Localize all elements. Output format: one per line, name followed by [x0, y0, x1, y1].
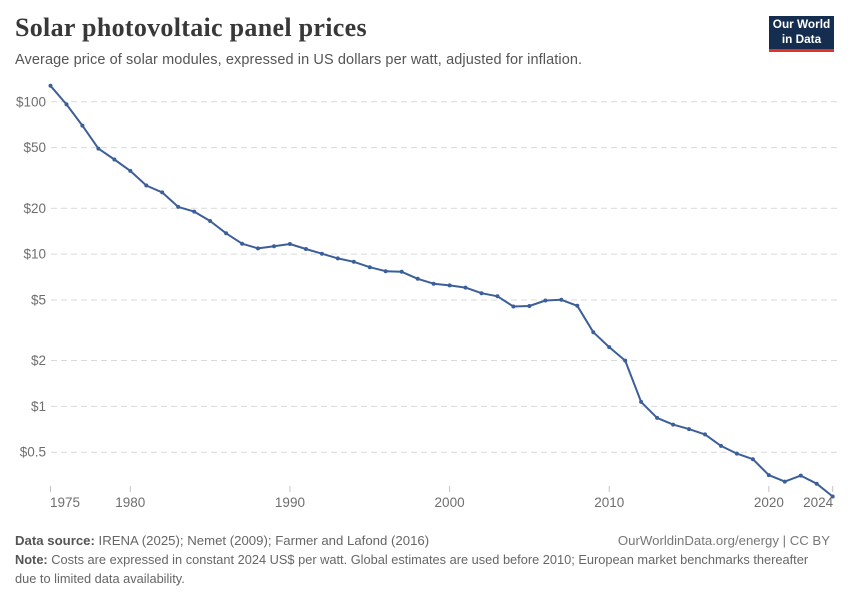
data-point-marker[interactable]: [224, 231, 229, 236]
data-point-marker[interactable]: [543, 298, 548, 303]
data-point-marker[interactable]: [782, 479, 787, 484]
x-axis-tick-label: 2010: [594, 495, 624, 510]
owid-logo-line1: Our World: [772, 17, 831, 31]
data-point-marker[interactable]: [351, 259, 356, 264]
data-point-marker[interactable]: [687, 427, 691, 432]
chart-title: Solar photovoltaic panel prices: [15, 13, 367, 42]
data-point-marker[interactable]: [671, 422, 676, 427]
data-point-marker[interactable]: [479, 291, 484, 296]
owid-logo[interactable]: Our World in Data: [769, 16, 834, 52]
data-point-marker[interactable]: [399, 269, 404, 274]
data-point-marker[interactable]: [495, 294, 500, 299]
x-axis-tick-label: 2000: [435, 495, 465, 510]
data-point-marker[interactable]: [591, 330, 596, 335]
data-point-marker[interactable]: [655, 415, 660, 420]
data-source-text: IRENA (2025); Nemet (2009); Farmer and L…: [94, 533, 430, 548]
data-source-line: Data source: IRENA (2025); Nemet (2009);…: [15, 531, 429, 550]
note-label: Note:: [15, 552, 48, 567]
y-axis-tick-label: $50: [23, 140, 46, 155]
data-point-marker[interactable]: [607, 345, 612, 350]
data-point-marker[interactable]: [192, 209, 197, 214]
data-point-marker[interactable]: [287, 242, 292, 246]
price-line-series[interactable]: [49, 84, 834, 498]
data-point-marker[interactable]: [415, 276, 420, 281]
chart-subtitle: Average price of solar modules, expresse…: [15, 52, 583, 68]
x-axis-tick-label: 1990: [275, 495, 305, 510]
data-point-marker[interactable]: [527, 304, 532, 308]
data-point-marker[interactable]: [48, 83, 53, 88]
y-axis-tick-label: $10: [23, 247, 46, 262]
data-point-marker[interactable]: [303, 247, 308, 251]
x-axis-tick-label: 1980: [115, 495, 145, 510]
x-axis-tick-label: 2020: [754, 495, 784, 510]
data-point-marker[interactable]: [511, 304, 516, 309]
data-point-marker[interactable]: [463, 285, 468, 290]
data-point-marker[interactable]: [639, 399, 644, 404]
chart-note: Note: Costs are expressed in constant 20…: [15, 550, 815, 588]
x-axis-tick-label: 2024: [803, 495, 834, 510]
data-point-marker[interactable]: [144, 183, 149, 188]
y-axis-tick-label: $100: [16, 94, 46, 109]
data-point-marker[interactable]: [814, 481, 819, 486]
owid-link[interactable]: OurWorldinData.org/energy | CC BY: [617, 533, 830, 548]
data-point-marker[interactable]: [208, 219, 213, 223]
owid-logo-line2: in Data: [781, 32, 822, 46]
y-axis-tick-label: $5: [31, 292, 46, 307]
data-point-marker[interactable]: [80, 123, 85, 128]
y-axis-tick-label: $20: [23, 201, 46, 216]
chart-footer: Data source: IRENA (2025); Nemet (2009);…: [15, 531, 830, 588]
data-point-marker[interactable]: [719, 443, 723, 448]
data-point-marker[interactable]: [335, 256, 340, 261]
data-point-marker[interactable]: [160, 190, 165, 195]
data-point-marker[interactable]: [240, 241, 245, 246]
data-point-marker[interactable]: [623, 358, 628, 363]
data-point-marker[interactable]: [559, 297, 564, 302]
data-point-marker[interactable]: [766, 473, 771, 478]
data-point-marker[interactable]: [830, 494, 835, 499]
data-point-marker[interactable]: [367, 265, 372, 270]
y-axis-tick-label: $2: [31, 353, 46, 368]
y-axis-tick-label: $0.5: [20, 445, 46, 460]
data-point-marker[interactable]: [383, 269, 388, 274]
y-axis-tick-label: $1: [31, 399, 46, 414]
data-point-marker[interactable]: [798, 473, 803, 478]
data-point-marker[interactable]: [575, 303, 580, 308]
data-point-marker[interactable]: [447, 283, 452, 288]
data-point-marker[interactable]: [64, 102, 69, 107]
x-axis-tick-label: 1975: [50, 495, 80, 510]
data-point-marker[interactable]: [734, 451, 739, 456]
data-point-marker[interactable]: [272, 244, 276, 249]
data-point-marker[interactable]: [431, 281, 436, 286]
data-point-marker[interactable]: [128, 168, 133, 173]
data-point-marker[interactable]: [256, 246, 260, 251]
data-point-marker[interactable]: [750, 457, 755, 462]
data-point-marker[interactable]: [112, 157, 117, 162]
note-text: Costs are expressed in constant 2024 US$…: [15, 552, 809, 586]
data-point-marker[interactable]: [96, 146, 101, 151]
data-point-marker[interactable]: [176, 204, 181, 209]
data-source-label: Data source:: [15, 533, 95, 548]
data-point-marker[interactable]: [319, 251, 324, 256]
data-point-marker[interactable]: [703, 432, 707, 437]
